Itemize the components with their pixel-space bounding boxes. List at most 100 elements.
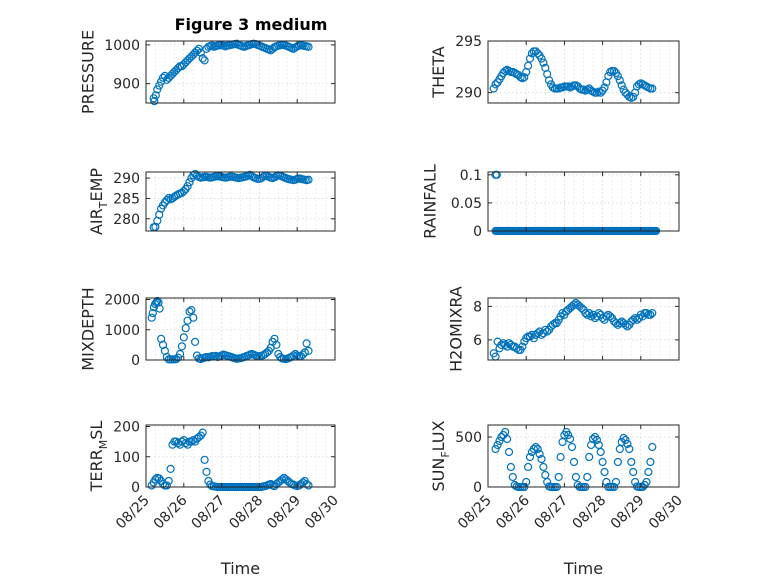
data-point (272, 340, 281, 349)
x-tick-label: 08/29 (608, 493, 648, 533)
y-tick-label: 100 (113, 450, 140, 466)
data-point (166, 464, 175, 473)
data-point (185, 178, 194, 187)
data-point (211, 351, 220, 360)
data-point (157, 77, 166, 86)
figure-title: Figure 3 medium (175, 15, 328, 34)
axes-frame (487, 40, 680, 104)
data-point (175, 349, 185, 359)
data-point (154, 298, 163, 307)
data-point (627, 457, 636, 467)
data-point (575, 84, 584, 93)
data-point (151, 91, 160, 100)
data-point (594, 87, 603, 96)
data-point (304, 42, 313, 51)
data-point (198, 428, 207, 437)
data-point (489, 84, 498, 93)
subplot-2: 290 295 THETA (429, 34, 680, 104)
data-point (611, 477, 621, 487)
data-point (527, 49, 537, 58)
data-point (569, 457, 579, 467)
x-tick-label: 08/26 (151, 492, 191, 532)
axes-frame (487, 424, 680, 488)
y-axis-label: AIRTEMP (87, 168, 110, 235)
data-point (177, 342, 186, 351)
data-point (491, 80, 500, 89)
data-point (539, 58, 548, 67)
x-tick-label: 08/26 (493, 492, 533, 532)
data-point (617, 81, 626, 90)
data-point (600, 83, 609, 92)
data-series (489, 298, 657, 361)
data-point (644, 467, 653, 477)
data-point (636, 310, 645, 319)
data-point (172, 355, 181, 364)
y-tick-label: 285 (113, 191, 140, 207)
data-point (531, 442, 540, 452)
data-point (629, 315, 638, 324)
data-point (583, 85, 592, 94)
data-point (564, 430, 573, 440)
x-axis-label: Time (563, 559, 603, 578)
data-point (623, 439, 632, 449)
data-point (621, 435, 630, 445)
axes-frame (487, 171, 680, 232)
data-point (602, 312, 611, 321)
data-point (501, 340, 510, 349)
x-tick-label: 08/27 (189, 493, 229, 533)
data-point (302, 339, 311, 348)
data-point (200, 455, 209, 464)
y-tick-label: 290 (455, 86, 482, 102)
data-point (539, 462, 548, 472)
data-point (583, 310, 592, 319)
data-point (155, 304, 164, 313)
data-point (278, 475, 287, 484)
y-axis-label: RAINFALL (421, 164, 440, 239)
x-tick-label: 08/27 (531, 493, 571, 533)
data-point (162, 196, 171, 205)
data-point (619, 433, 628, 443)
y-tick-label: 6 (473, 333, 482, 349)
data-point (646, 310, 655, 319)
data-point (642, 309, 651, 318)
data-point (625, 444, 634, 454)
y-tick-label: 0.1 (460, 168, 482, 184)
subplot-6: 6 8 H2OMIXRA (446, 286, 680, 372)
data-point (548, 320, 558, 329)
data-point (506, 462, 515, 472)
data-point (569, 300, 579, 309)
data-point (298, 350, 307, 359)
data-point (155, 81, 164, 90)
y-axis-label: PRESSURE (79, 30, 98, 114)
x-tick-label: 08/30 (302, 493, 342, 533)
data-point (508, 472, 517, 482)
data-series (149, 39, 313, 106)
data-point (646, 457, 655, 467)
data-point (187, 306, 196, 315)
data-point (518, 342, 527, 351)
data-point (533, 329, 542, 338)
data-point (147, 313, 156, 322)
axes-frame (145, 424, 336, 488)
data-point (164, 193, 173, 203)
data-point (493, 440, 502, 450)
data-point (155, 474, 164, 483)
y-axis-label: MIXDEPTH (79, 287, 98, 370)
y-axis-label: H2OMIXRA (446, 286, 465, 372)
subplot-4: 0 0.05 0.1 RAINFALL (421, 164, 680, 240)
data-point (492, 170, 501, 179)
data-point (648, 309, 657, 318)
data-point (592, 88, 602, 97)
y-tick-label: 295 (455, 34, 482, 50)
data-point (289, 351, 298, 360)
data-point (520, 73, 529, 82)
data-point (525, 332, 535, 341)
x-axis-label: Time (220, 559, 260, 578)
data-point (544, 76, 554, 85)
data-point (571, 472, 581, 482)
data-point (503, 434, 512, 444)
axes-frame (145, 297, 336, 361)
